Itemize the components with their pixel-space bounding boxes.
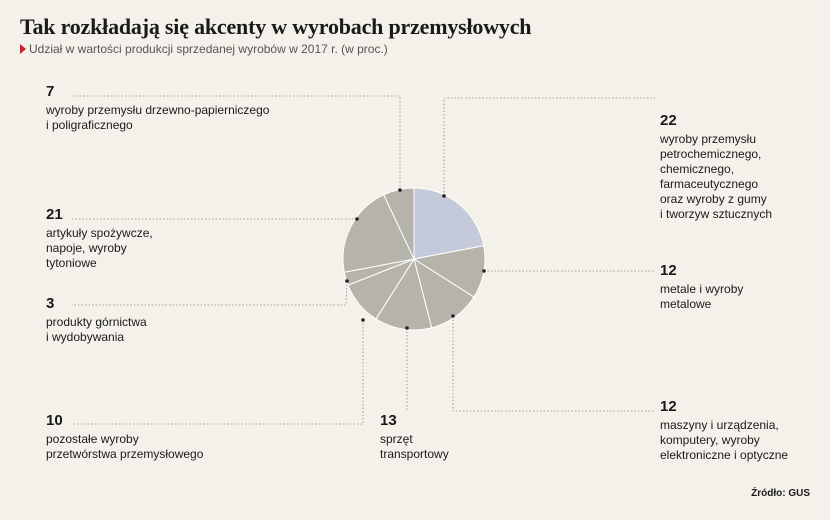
- label-mining: 3 produkty górnictwa i wydobywania: [46, 295, 147, 345]
- slice-chemicals-leader-line: [443, 97, 655, 196]
- chart-title: Tak rozkładają się akcenty w wyrobach pr…: [20, 14, 532, 39]
- label-machinery: 12 maszyny i urządzenia, komputery, wyro…: [660, 398, 788, 463]
- slice-chemicals-leader-dot: [442, 194, 446, 198]
- label-wood-paper-text: wyroby przemysłu drzewno-papierniczego i…: [46, 103, 270, 132]
- slice-machinery-leader-dot: [451, 314, 455, 318]
- slice-food: [342, 194, 415, 273]
- slice-metals-leader-dot: [482, 269, 486, 273]
- source-note: Źródło: GUS: [751, 488, 810, 499]
- label-food-text: artykuły spożywcze, napoje, wyroby tyton…: [46, 226, 153, 270]
- label-food: 21 artykuły spożywcze, napoje, wyroby ty…: [46, 206, 153, 271]
- chart-subtitle: Udział w wartości produkcji sprzedanej w…: [20, 42, 388, 56]
- slice-machinery-leader-line: [452, 316, 655, 412]
- slice-other-manufacturing-leader-dot: [361, 318, 365, 322]
- slice-food-leader-dot: [355, 217, 359, 221]
- slice-mining-leader-line: [72, 280, 348, 306]
- label-food-value: 21: [46, 206, 63, 223]
- label-machinery-text: maszyny i urządzenia, komputery, wyroby …: [660, 418, 789, 462]
- label-wood-paper-value: 7: [46, 83, 55, 100]
- slice-transport: [375, 257, 433, 331]
- slice-transport-leader-dot: [405, 326, 409, 330]
- label-transport-value: 13: [380, 412, 397, 429]
- label-machinery-value: 12: [660, 398, 677, 415]
- slice-mining-leader-dot: [345, 279, 349, 283]
- label-other-manufacturing-value: 10: [46, 412, 63, 429]
- label-chemicals-text: wyroby przemysłu petrochemicznego, chemi…: [660, 132, 773, 221]
- label-transport-text: sprzęt transportowy: [380, 432, 449, 461]
- label-other-manufacturing: 10 pozostałe wyroby przetwórstwa przemys…: [46, 412, 203, 462]
- slice-chemicals: [413, 187, 485, 260]
- red-triangle-icon: [20, 44, 26, 54]
- label-chemicals-value: 22: [660, 112, 677, 129]
- label-metals-text: metale i wyroby metalowe: [660, 282, 744, 311]
- label-metals-value: 12: [660, 262, 677, 279]
- chart-subtitle-text: Udział w wartości produkcji sprzedanej w…: [29, 42, 388, 56]
- slice-wood-paper-leader-dot: [398, 188, 402, 192]
- label-wood-paper: 7 wyroby przemysłu drzewno-papierniczego…: [46, 83, 269, 133]
- label-other-manufacturing-text: pozostałe wyroby przetwórstwa przemysłow…: [46, 432, 204, 461]
- label-transport: 13 sprzęt transportowy: [380, 412, 449, 462]
- label-mining-text: produkty górnictwa i wydobywania: [46, 315, 147, 344]
- label-chemicals: 22 wyroby przemysłu petrochemicznego, ch…: [660, 112, 772, 222]
- label-mining-value: 3: [46, 295, 55, 312]
- label-metals: 12 metale i wyroby metalowe: [660, 262, 743, 312]
- slice-wood-paper-leader-line: [72, 95, 401, 190]
- slice-other-manufacturing-leader-line: [72, 320, 364, 425]
